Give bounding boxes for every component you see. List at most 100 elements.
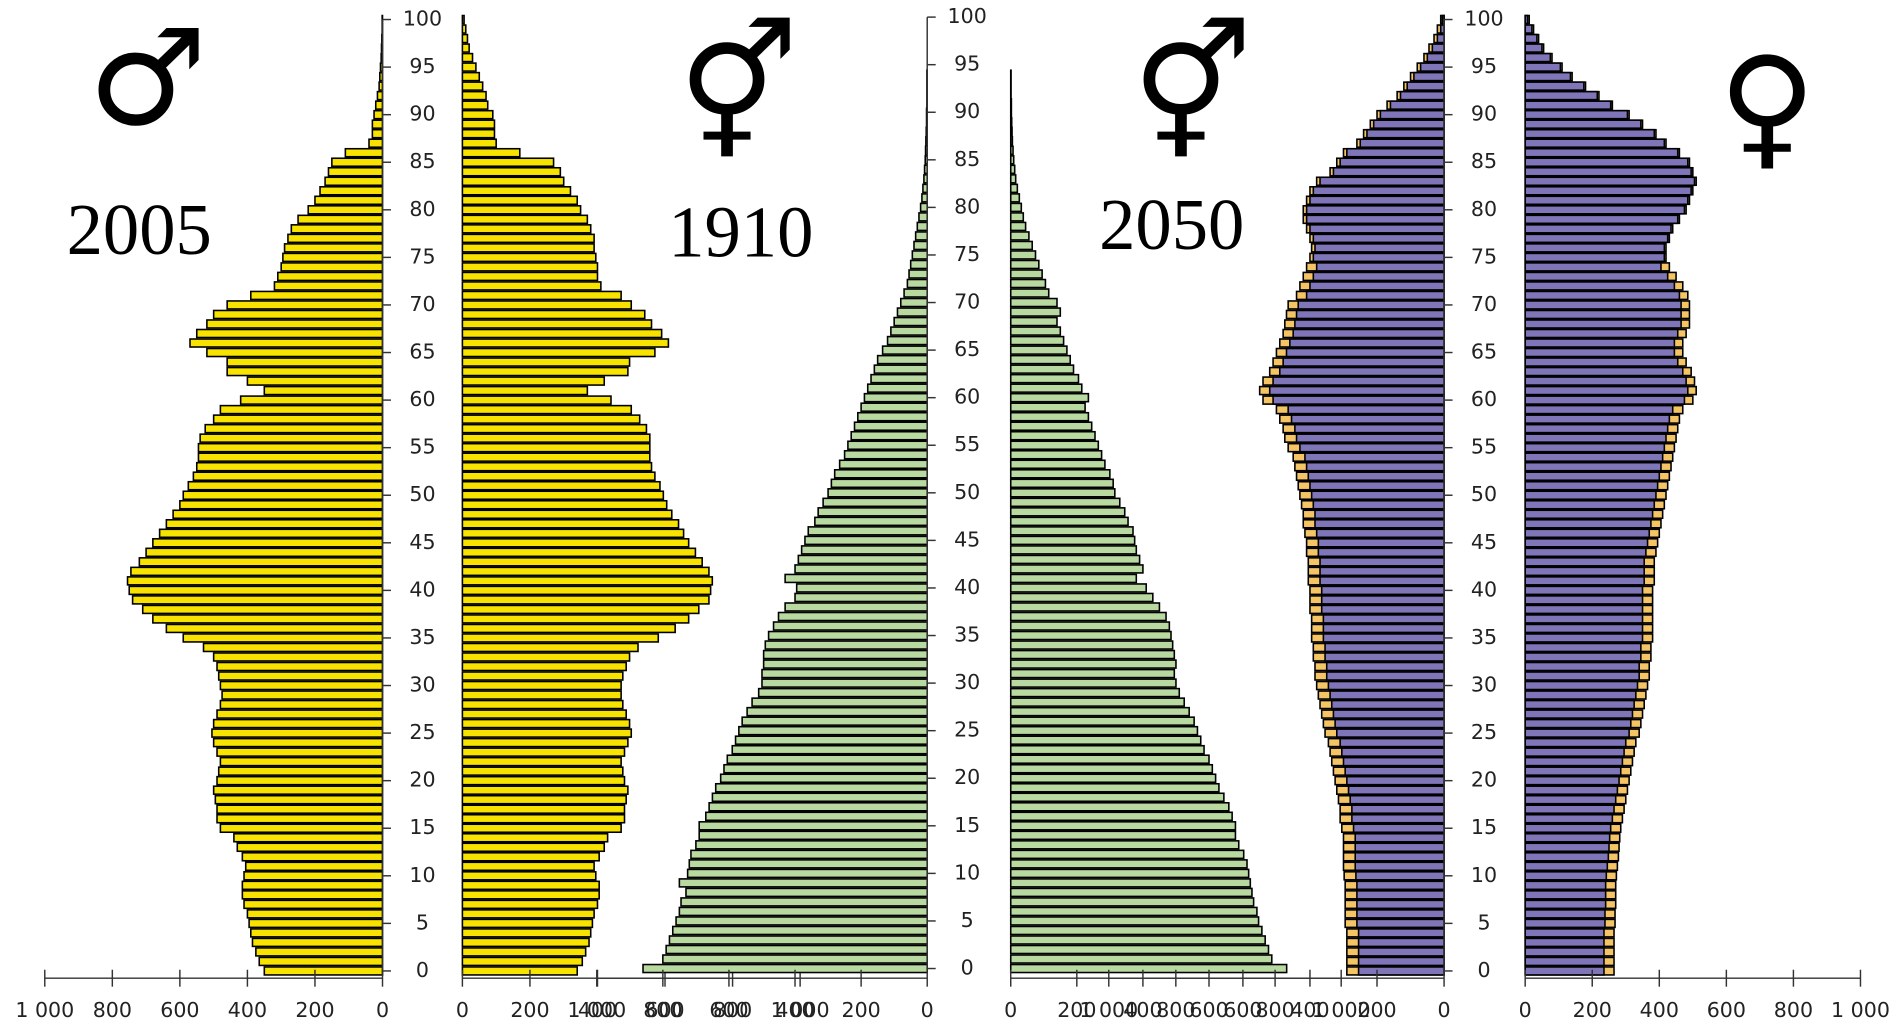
x-tick-label: 400 bbox=[1290, 998, 1329, 1022]
bar bbox=[1009, 345, 1068, 355]
bar bbox=[1009, 963, 1288, 974]
bar bbox=[461, 243, 595, 253]
bar bbox=[695, 840, 928, 850]
bar bbox=[1009, 383, 1083, 393]
bar bbox=[1372, 119, 1445, 129]
bar bbox=[1294, 319, 1445, 329]
bar bbox=[461, 14, 465, 25]
bar bbox=[764, 640, 928, 650]
bar bbox=[719, 773, 928, 784]
bar bbox=[921, 193, 928, 203]
y-tick-label: 5 bbox=[1477, 910, 1490, 934]
bar bbox=[263, 385, 384, 396]
y-tick-label: 65 bbox=[954, 337, 980, 361]
bar bbox=[251, 937, 384, 948]
bar bbox=[461, 947, 587, 957]
bar bbox=[698, 830, 928, 841]
bar bbox=[1524, 385, 1689, 396]
bar bbox=[1357, 937, 1445, 948]
bar bbox=[216, 709, 384, 719]
y-tick-label: 15 bbox=[1471, 815, 1497, 839]
bar bbox=[165, 518, 384, 529]
bar bbox=[461, 528, 685, 539]
bar bbox=[731, 744, 928, 755]
bar bbox=[461, 861, 595, 872]
bar bbox=[723, 763, 928, 774]
bar bbox=[1009, 906, 1258, 917]
bar bbox=[1009, 440, 1100, 451]
y-tick-label: 100 bbox=[948, 4, 987, 28]
bar bbox=[217, 766, 384, 776]
bar bbox=[1315, 528, 1445, 539]
bar bbox=[1524, 528, 1651, 539]
bar bbox=[1009, 97, 1013, 108]
bar bbox=[1524, 24, 1533, 34]
bar bbox=[1009, 668, 1176, 679]
bar bbox=[1524, 224, 1672, 234]
bar bbox=[158, 528, 384, 539]
y-tick-label: 10 bbox=[954, 860, 980, 884]
bar bbox=[216, 747, 384, 757]
bar bbox=[461, 24, 467, 34]
bar bbox=[678, 906, 928, 917]
y-tick-label: 100 bbox=[403, 7, 442, 31]
bar bbox=[1009, 107, 1013, 118]
y-tick-label: 80 bbox=[954, 194, 980, 218]
bar bbox=[1009, 744, 1205, 755]
bar bbox=[1317, 547, 1445, 558]
bar bbox=[1524, 623, 1644, 634]
bar bbox=[1524, 756, 1624, 767]
bar bbox=[1524, 300, 1682, 310]
bar bbox=[1309, 195, 1445, 206]
bar bbox=[890, 326, 928, 336]
bar bbox=[1009, 763, 1214, 774]
bar bbox=[319, 186, 384, 196]
y-tick-label: 75 bbox=[409, 244, 435, 268]
bar bbox=[1524, 395, 1686, 405]
bar bbox=[226, 366, 384, 377]
bar bbox=[1322, 614, 1445, 624]
bar bbox=[853, 421, 928, 432]
bar bbox=[1349, 794, 1445, 805]
bar bbox=[1354, 861, 1445, 872]
bar bbox=[1413, 71, 1445, 82]
bar bbox=[1295, 433, 1445, 443]
bar bbox=[461, 347, 656, 358]
bar bbox=[1524, 205, 1686, 215]
y-tick-label: 70 bbox=[1471, 292, 1497, 316]
bar bbox=[705, 811, 928, 822]
x-tick-label: 400 bbox=[775, 998, 814, 1022]
bar bbox=[1312, 499, 1445, 510]
bar bbox=[1352, 823, 1445, 834]
y-tick-label: 35 bbox=[409, 625, 435, 649]
bar bbox=[1524, 33, 1538, 44]
bar bbox=[217, 671, 384, 681]
bar bbox=[1524, 480, 1659, 491]
bar bbox=[1524, 281, 1676, 291]
bar bbox=[189, 338, 384, 348]
y-tick-label: 95 bbox=[409, 54, 435, 78]
bar bbox=[1524, 890, 1607, 900]
bar bbox=[893, 316, 928, 327]
bar bbox=[206, 347, 384, 358]
bar bbox=[794, 592, 928, 603]
bar bbox=[204, 423, 384, 434]
bar bbox=[914, 231, 928, 241]
bar bbox=[1009, 897, 1255, 907]
bar bbox=[239, 395, 384, 405]
bar bbox=[461, 956, 584, 967]
bar bbox=[1314, 518, 1445, 529]
bar bbox=[211, 728, 384, 738]
bar bbox=[668, 935, 928, 945]
y-tick-label: 90 bbox=[1471, 102, 1497, 126]
bar bbox=[461, 585, 712, 596]
bar bbox=[461, 680, 622, 691]
bar bbox=[1289, 338, 1445, 348]
y-tick-label: 30 bbox=[954, 670, 980, 694]
bar bbox=[1009, 554, 1141, 565]
bar bbox=[461, 642, 639, 653]
gender-symbol: ⚥ bbox=[678, 17, 798, 172]
bar bbox=[1312, 252, 1445, 263]
gender-symbol: ♀ bbox=[1719, 29, 1817, 184]
bar bbox=[1294, 423, 1445, 434]
